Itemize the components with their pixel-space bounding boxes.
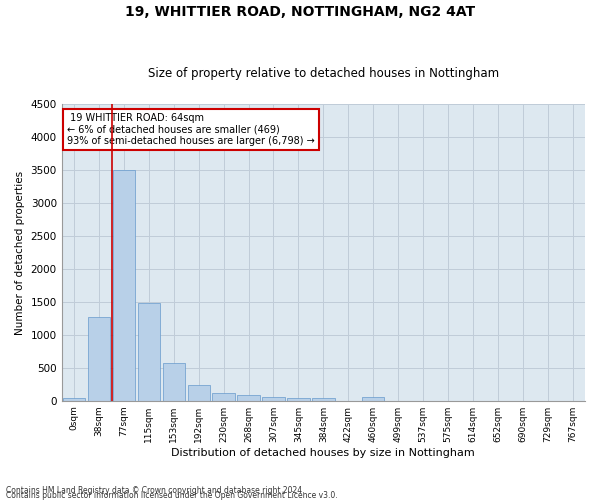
Bar — [88, 317, 110, 400]
Bar — [212, 393, 235, 400]
Title: Size of property relative to detached houses in Nottingham: Size of property relative to detached ho… — [148, 66, 499, 80]
X-axis label: Distribution of detached houses by size in Nottingham: Distribution of detached houses by size … — [172, 448, 475, 458]
Bar — [362, 397, 385, 400]
Bar — [163, 362, 185, 401]
Bar — [188, 385, 210, 400]
Bar — [63, 398, 85, 400]
Bar — [137, 303, 160, 400]
Text: 19, WHITTIER ROAD, NOTTINGHAM, NG2 4AT: 19, WHITTIER ROAD, NOTTINGHAM, NG2 4AT — [125, 5, 475, 19]
Y-axis label: Number of detached properties: Number of detached properties — [15, 170, 25, 334]
Bar — [262, 397, 285, 400]
Text: Contains public sector information licensed under the Open Government Licence v3: Contains public sector information licen… — [6, 491, 338, 500]
Bar — [312, 398, 335, 400]
Text: 19 WHITTIER ROAD: 64sqm
← 6% of detached houses are smaller (469)
93% of semi-de: 19 WHITTIER ROAD: 64sqm ← 6% of detached… — [67, 113, 314, 146]
Bar — [238, 396, 260, 400]
Bar — [113, 170, 135, 400]
Bar — [287, 398, 310, 400]
Text: Contains HM Land Registry data © Crown copyright and database right 2024.: Contains HM Land Registry data © Crown c… — [6, 486, 305, 495]
